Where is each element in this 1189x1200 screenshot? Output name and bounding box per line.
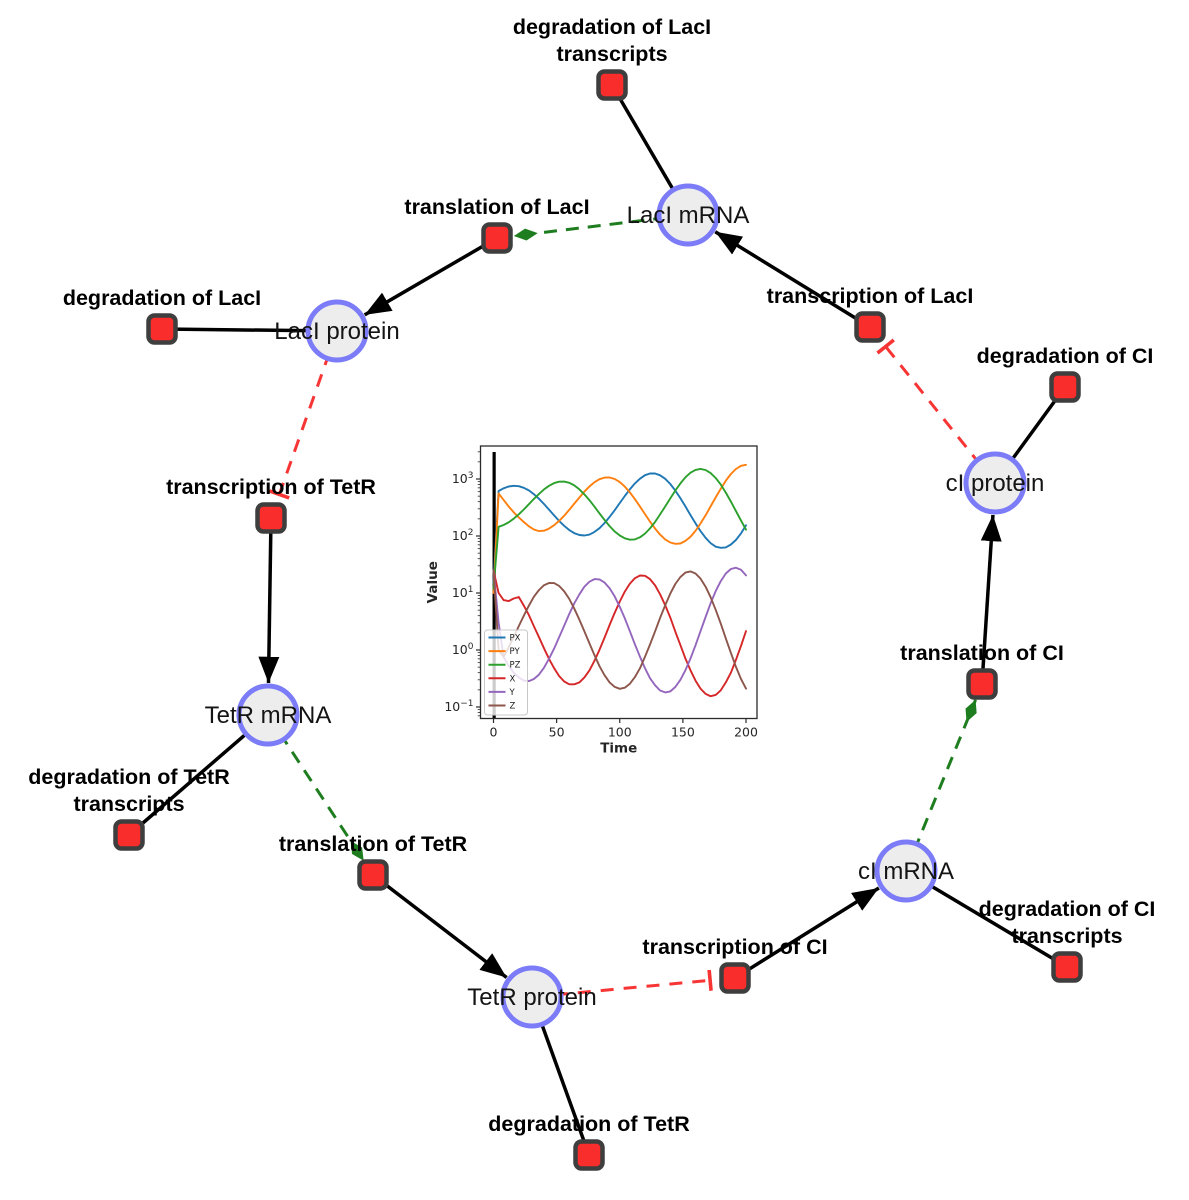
species-label-tetr-mrna: TetR mRNA [205,702,332,729]
reaction-label-deg-laci-transcripts-line2: transcripts [556,42,667,66]
edge-transcription-laci-laci-mrna [714,230,871,329]
reaction-node-transcription-laci [854,311,886,343]
reaction-node-deg-laci [146,313,178,345]
reaction-label-transcription-laci-line1: transcription of LacI [767,284,974,308]
reaction-node-deg-ci-transcripts [1051,951,1083,983]
species-node-ci-protein [963,451,1027,515]
x-tick-label: 100 [608,725,632,740]
legend-label-PX: PX [510,634,521,644]
legend-label-Y: Y [509,688,516,698]
plot-curve-PY [492,463,747,594]
species-node-tetr-protein [500,965,564,1029]
reaction-node-translation-laci [481,222,513,254]
x-tick-label: 0 [490,725,498,740]
reaction-node-deg-tetr [573,1139,605,1171]
plot-curve-Z [492,569,747,690]
reaction-label-transcription-tetr-line1: transcription of TetR [166,475,376,499]
x-tick-label: 50 [549,725,565,740]
reaction-node-deg-tetr-transcripts [113,819,145,851]
legend-box [484,629,528,716]
plot-curve-X [492,569,747,698]
y-tick-label: 10−1 [444,699,473,714]
reaction-label-translation-tetr-line1: translation of TetR [279,832,468,856]
y-tick-label: 103 [452,471,474,486]
legend-label-PZ: PZ [510,661,521,671]
reaction-node-transcription-tetr [255,502,287,534]
reaction-node-translation-ci [966,668,998,700]
species-node-tetr-mrna [236,683,300,747]
reaction-node-deg-laci-transcripts [596,69,628,101]
reaction-label-deg-laci-line1: degradation of LacI [63,286,261,310]
edge-transcription-tetr-tetr-mrna [258,517,280,684]
edge-translation-ci-ci-protein [980,514,1002,685]
species-node-laci-mrna [656,183,720,247]
reaction-label-deg-tetr-line1: degradation of TetR [488,1112,690,1136]
species-label-laci-protein: LacI protein [274,318,399,345]
reaction-label-deg-tetr-transcripts-line1: degradation of TetR [28,765,230,789]
reaction-node-deg-ci [1049,371,1081,403]
y-tick-label: 101 [452,585,474,600]
reaction-label-deg-tetr-transcripts-line2: transcripts [73,792,184,816]
x-tick-label: 200 [734,725,758,740]
nodes-layer [113,69,1083,1171]
species-label-ci-protein: cI protein [946,470,1045,497]
y-tick-label: 100 [452,642,474,657]
species-label-ci-mrna: cI mRNA [858,858,954,885]
species-node-laci-protein [305,299,369,363]
species-label-tetr-protein: TetR protein [467,984,596,1011]
reaction-label-deg-ci-line1: degradation of CI [977,344,1154,368]
plot-frame [479,445,758,720]
plot-curve-PX [492,472,747,584]
y-axis-label: Value [425,561,441,603]
legend-label-Z: Z [510,702,516,712]
reaction-node-translation-tetr [357,859,389,891]
edge-translation-tetr-tetr-protein [371,873,508,979]
reaction-label-deg-ci-transcripts-line1: degradation of CI [979,897,1156,921]
edges-layer [127,84,1068,1156]
reaction-label-deg-ci-transcripts-line2: transcripts [1011,924,1122,948]
reaction-label-translation-laci-line1: translation of LacI [404,195,589,219]
y-tick-label: 102 [452,528,474,543]
reaction-label-translation-ci-line1: translation of CI [900,641,1064,665]
edge-transcription-ci-ci-mrna [734,886,880,980]
x-axis-label: Time [600,741,637,757]
edge-translation-laci-laci-protein [363,236,498,317]
plot-curve-PZ [492,467,747,590]
legend-label-X: X [510,674,516,684]
reaction-node-transcription-ci [719,962,751,994]
species-label-laci-mrna: LacI mRNA [627,202,750,229]
x-tick-label: 150 [671,725,695,740]
plot-curve-Y [492,566,747,694]
reaction-label-transcription-ci-line1: transcription of CI [642,935,827,959]
legend-label-PY: PY [510,647,521,657]
inset-plot: 0 50 100 150 200 10−1 100 101 102 103 Time Value PX P… [425,445,758,757]
reaction-label-deg-laci-transcripts-line1: degradation of LacI [513,15,711,39]
species-node-ci-mrna [874,839,938,903]
labels-layer: LacI mRNA LacI protein TetR mRNA TetR prote… [28,15,1155,1136]
